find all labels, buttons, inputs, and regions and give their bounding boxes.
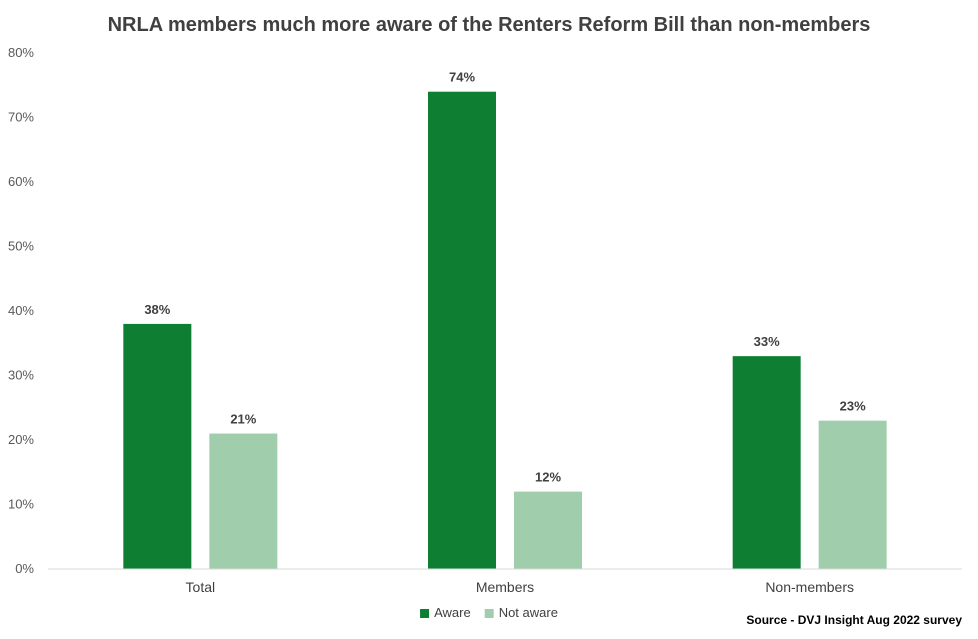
- source-note: Source - DVJ Insight Aug 2022 survey: [746, 613, 962, 627]
- bar-aware: [123, 323, 192, 569]
- chart-title: NRLA members much more aware of the Rent…: [108, 14, 871, 36]
- y-tick-label: 20%: [8, 432, 34, 447]
- y-tick-label: 50%: [8, 239, 34, 254]
- y-tick-label: 70%: [8, 110, 34, 125]
- data-label: 33%: [754, 334, 780, 349]
- data-label: 74%: [449, 70, 475, 85]
- bars: 38% 21% 74% 12% 33% 23%: [123, 70, 887, 569]
- legend-label: Not aware: [499, 605, 558, 620]
- x-tick-label: Members: [476, 579, 534, 595]
- legend-swatch: [420, 609, 430, 618]
- x-axis: Total Members Non-members: [48, 568, 962, 595]
- y-tick-label: 40%: [8, 303, 34, 318]
- y-tick-label: 30%: [8, 368, 34, 383]
- legend-label: Aware: [434, 605, 471, 620]
- data-label: 23%: [840, 399, 866, 414]
- y-axis: 0% 10% 20% 30% 40% 50% 60% 70% 80%: [8, 45, 34, 576]
- legend-swatch: [484, 609, 494, 618]
- x-tick-label: Non-members: [765, 579, 854, 595]
- bar-aware: [428, 91, 496, 569]
- x-tick-label: Total: [186, 579, 216, 595]
- y-tick-label: 60%: [8, 174, 34, 189]
- data-label: 38%: [144, 302, 170, 317]
- legend: Aware Not aware: [420, 605, 558, 620]
- y-tick-label: 80%: [8, 45, 34, 60]
- bar-not-aware: [209, 433, 278, 569]
- y-tick-label: 10%: [8, 497, 34, 512]
- bar-not-aware: [514, 491, 582, 569]
- data-label: 21%: [230, 412, 256, 427]
- data-label: 12%: [535, 470, 561, 485]
- bar-not-aware: [818, 420, 887, 569]
- bar-aware: [732, 356, 801, 569]
- y-tick-label: 0%: [15, 561, 34, 576]
